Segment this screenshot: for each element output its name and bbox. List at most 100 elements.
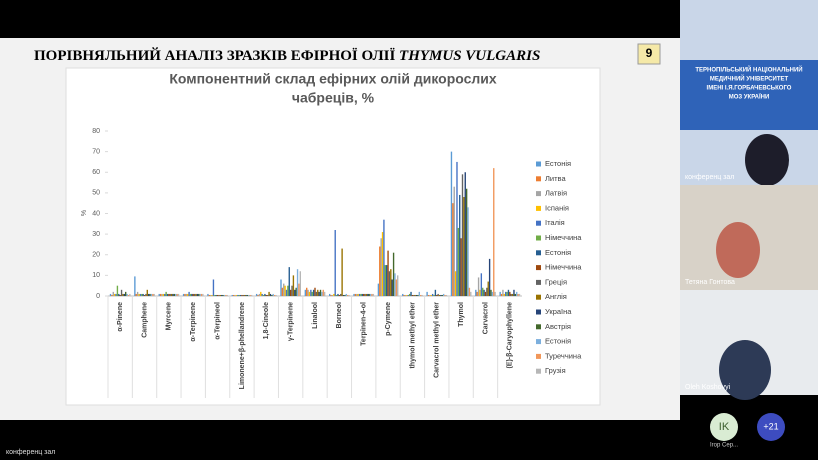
bar [490,289,492,296]
bar [150,293,153,296]
bar [248,294,250,296]
bar [275,294,277,296]
slide-title-text: ПОРІВНЯЛЬНИЙ АНАЛІЗ ЗРАЗКІВ ЕФІРНОЇ ОЛІЇ [34,47,395,64]
bar [109,293,112,296]
tile-name: конференц зал [685,174,734,181]
bar [452,203,454,296]
legend-label: Естонія [545,159,571,168]
bar [346,294,349,296]
legend-label: Італія [545,218,565,227]
x-tick-label: thymol methyl ether [409,302,416,369]
legend-swatch [536,161,541,167]
bar [126,293,128,296]
more-participants[interactable] [757,413,785,441]
bar [296,269,299,296]
bar [411,294,414,296]
bar [287,285,289,296]
bar [319,289,322,296]
bar [509,291,511,296]
banner-line: ІМЕНІ І.Я.ГОРБАЧЕВСЬКОГО [707,86,792,92]
bar [491,291,494,296]
bar [158,293,160,296]
x-tick-label: Linalool [312,302,319,329]
bar [506,291,508,296]
bar [483,289,485,296]
bar [321,291,323,296]
legend-swatch [536,220,541,226]
legend-swatch [536,279,541,285]
bar [241,294,243,296]
y-tick-label: 0 [96,293,100,300]
bar [232,294,235,296]
bar [176,293,178,296]
legend-swatch [536,250,541,256]
bar [235,294,238,296]
avatar[interactable] [710,413,738,441]
bar [312,289,315,296]
bar [212,279,215,296]
bar [141,293,143,296]
bar [487,281,489,296]
bar [421,294,423,296]
bar [299,271,301,296]
legend-label: Латвія [545,189,567,198]
bar [500,293,503,296]
legend-label: Греція [545,277,567,286]
bar [499,291,501,296]
bar [143,294,146,296]
bar [269,293,272,296]
bar [417,294,419,296]
bar [264,293,266,296]
bar [353,293,355,296]
x-tick-label: α-Terpineol [214,302,221,340]
bar [475,289,477,296]
bar [113,293,116,296]
bar [196,293,199,296]
bar [390,269,392,296]
bar [189,293,192,296]
bar [510,293,512,296]
bar [335,294,338,296]
bar [367,293,369,296]
bar [493,168,495,296]
bar [172,293,174,296]
bar [479,289,481,296]
bar [329,293,331,296]
x-tick-label: Thymol [458,302,465,327]
bar [315,291,318,296]
bar [381,232,384,296]
bar [195,293,197,296]
bar [430,294,432,296]
legend-label: Австрія [545,322,571,331]
bar [268,291,270,296]
bar [281,287,284,296]
bar [463,197,465,296]
x-tick-label: Terpinen-4-ol [361,302,368,346]
chart-title: чабреців, % [292,90,375,106]
bar [280,279,282,296]
bar [115,293,117,296]
bar [209,294,212,296]
y-tick-label: 60 [92,169,100,176]
bar [450,151,453,296]
bar [188,291,190,296]
bar [134,276,136,296]
bar [216,294,219,296]
bar [273,294,276,296]
bar [149,293,151,296]
bar [207,293,209,296]
bar [231,294,233,296]
bar [258,293,261,296]
bar [387,250,389,296]
bar [470,291,472,296]
bar [122,293,124,296]
bar [304,289,307,296]
bar [199,293,201,296]
bar [344,294,346,296]
bar [431,293,434,296]
legend-label: Англія [545,292,567,301]
bar [226,294,228,296]
bar [410,291,412,296]
bar [125,291,127,296]
bar [468,287,471,296]
